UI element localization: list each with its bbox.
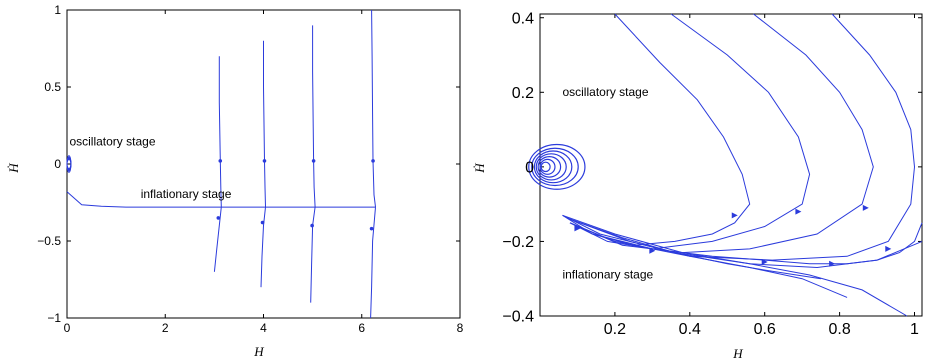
x-tick-label: 8 [457,321,464,335]
left-markers [216,159,375,231]
x-tick-label: 2 [162,321,169,335]
right-tick-labels: 0.2 0.4 0.6 0.8 1 −0.4 −0.2 0 0.2 0.4 [502,10,919,338]
left-panel: 0 2 4 6 8 −1 −0.5 0 0.5 1 H Ḣ oscillatory stage i… [6,3,464,359]
oscillation-loop [533,150,573,184]
trajectory-marker [310,223,314,228]
trajectory-marker [262,159,267,163]
series-line [370,207,376,319]
y-tick-label: 0.5 [44,80,61,94]
y-tick-label: 0.4 [512,10,534,27]
series-line [66,191,376,208]
y-tick-label: −0.4 [502,309,534,326]
x-tick-label: 0.4 [679,321,701,338]
y-tick-label: −1 [47,311,61,325]
x-tick-label: 6 [358,321,365,335]
oscillation-loop [66,159,72,169]
x-tick-label: 0.6 [754,321,776,338]
right-y-axis-label: Ḣ [472,163,487,174]
oscillation-loop [528,143,586,190]
series-line [569,218,821,280]
trajectory-marker [216,216,221,220]
direction-arrow [829,260,836,267]
direction-arrow [885,245,892,252]
left-tick-labels: 0 2 4 6 8 −1 −0.5 0 0.5 1 [37,3,463,335]
series-line [213,207,222,272]
x-tick-label: 1 [910,321,919,338]
y-tick-label: −0.2 [502,234,534,251]
x-tick-label: 4 [260,321,267,335]
x-tick-label: 0 [64,321,71,335]
direction-arrow [649,247,656,254]
series-line [562,214,908,317]
series-line [260,207,266,288]
oscillation-loop [540,161,551,173]
x-tick-label: 0.8 [828,321,850,338]
right-annotation-oscillatory: oscillatory stage [562,85,648,99]
series-line [569,13,811,250]
trajectory-marker [311,159,316,163]
series-line [371,9,376,208]
y-tick-label: −0.5 [37,234,61,248]
left-y-axis-label: Ḣ [6,163,21,174]
series-line [569,13,916,261]
direction-arrow [761,258,768,265]
oscillation-loop [539,158,556,175]
trajectory-marker [218,159,223,163]
oscillation-loop [531,147,579,187]
left-ticks [66,9,461,319]
x-tick-label: 0.2 [604,321,626,338]
y-tick-label: 0 [54,157,61,171]
y-tick-label: 0.2 [512,85,534,102]
right-arrows [574,204,892,267]
right-curves [528,13,923,317]
left-annotation-inflationary: inflationary stage [141,187,232,201]
right-panel: 0.2 0.4 0.6 0.8 1 −0.4 −0.2 0 0.2 0.4 H Ḣ oscilla… [472,10,923,361]
right-ticks [540,14,922,317]
right-x-axis-label: H [732,346,743,361]
y-tick-label: 1 [54,3,61,17]
direction-arrow [795,208,802,215]
trajectory-marker [369,226,374,231]
direction-arrow [862,204,869,211]
oscillation-loop [535,153,567,181]
trajectory-marker [371,159,375,163]
direction-arrow [574,225,581,232]
right-annotation-inflationary: inflationary stage [562,268,653,282]
series-line [310,207,316,303]
oscillation-loop [537,156,562,178]
y-tick-label: 0 [525,159,534,176]
left-annotation-oscillatory: oscillatory stage [69,135,155,149]
left-x-axis-label: H [253,344,264,359]
direction-arrow [731,212,738,219]
trajectory-marker [260,220,265,225]
